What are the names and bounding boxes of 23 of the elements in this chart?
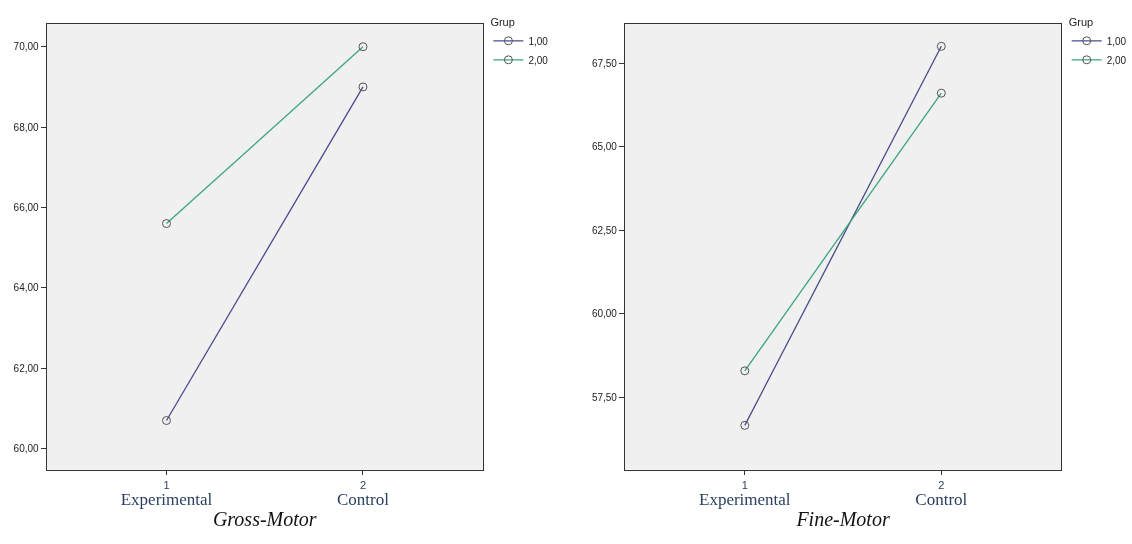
legend-label: 2,00 — [528, 54, 549, 66]
y-tick-label: 66,00 — [13, 202, 40, 213]
legend-title: Grup — [490, 16, 515, 29]
y-tick-label: 64,00 — [13, 282, 40, 294]
y-tick-label: 60,00 — [591, 308, 618, 320]
y-tick-label: 62,50 — [591, 224, 618, 236]
x-tick-label: 1 Experimental — [120, 478, 213, 509]
x-axis-title: Gross-Motor — [212, 508, 317, 531]
y-tick-label: 68,00 — [13, 121, 40, 133]
y-tick-label: 57,50 — [591, 392, 618, 404]
y-tick-label: 67,50 — [591, 57, 618, 69]
x-tick-label: 2 Control — [337, 478, 390, 509]
legend-label: 2,00 — [1106, 54, 1127, 66]
x-axis-title: Fine-Motor — [795, 508, 890, 531]
x-tick-label: 2 Control — [915, 478, 968, 509]
y-tick-label: 60,00 — [13, 443, 40, 455]
legend-label: 1,00 — [1106, 35, 1127, 47]
y-tick-label: 62,00 — [13, 362, 40, 374]
legend-title: Grup — [1068, 16, 1094, 29]
y-tick-label: 70,00 — [13, 41, 40, 53]
legend-label: 1,00 — [528, 35, 549, 47]
x-tick-label: 1 Experimental — [699, 478, 791, 509]
y-tick-label: 65,00 — [591, 141, 618, 153]
